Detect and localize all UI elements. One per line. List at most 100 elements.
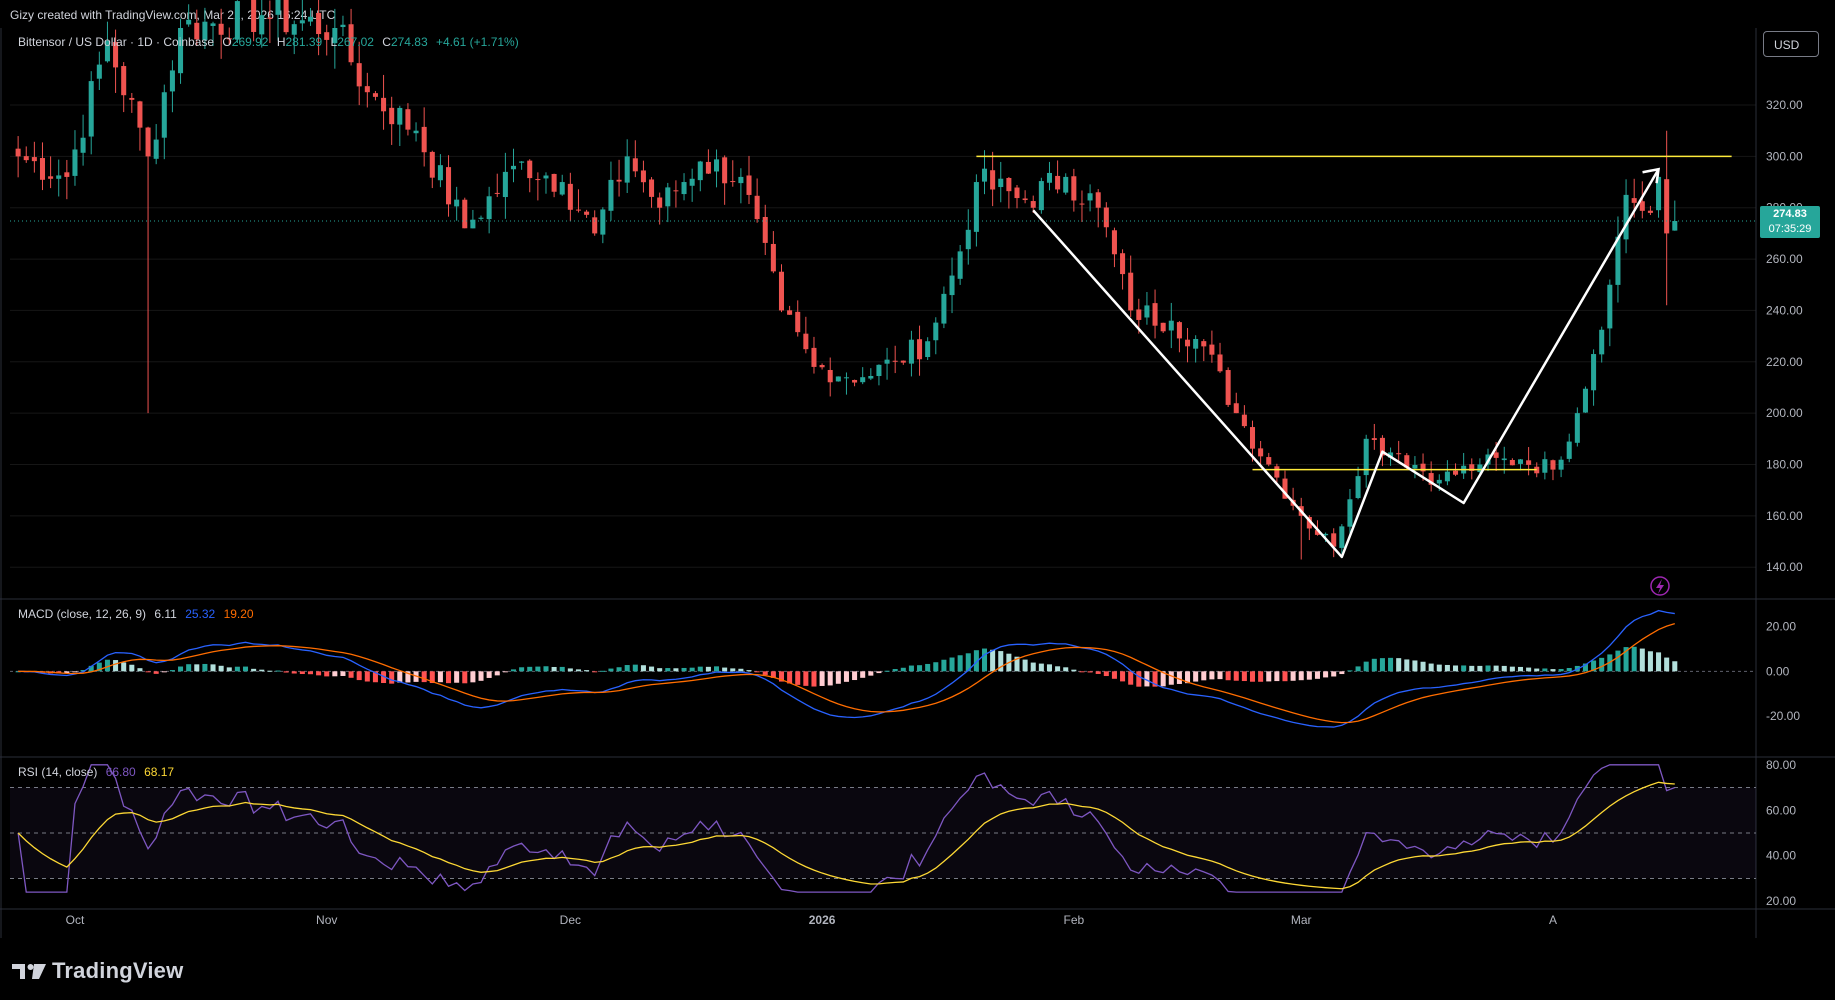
candle-body <box>137 101 143 128</box>
macd-histogram-bar <box>1176 671 1182 684</box>
macd-histogram-bar <box>1193 671 1199 682</box>
candle-body <box>1079 203 1085 205</box>
rsi-value: 66.80 <box>105 765 136 779</box>
macd-histogram-bar <box>803 671 809 686</box>
macd-histogram-bar <box>584 670 590 672</box>
macd-histogram-bar <box>381 671 387 684</box>
x-tick-label: Nov <box>316 913 337 927</box>
macd-histogram-bar <box>1379 658 1385 672</box>
macd-histogram-bar <box>811 671 817 687</box>
candle-body <box>697 161 703 181</box>
macd-histogram-bar <box>697 666 703 672</box>
candle-body <box>600 209 606 235</box>
macd-histogram-bar <box>486 671 492 678</box>
tradingview-logo-icon <box>12 964 46 979</box>
macd-histogram-bar <box>1591 660 1597 672</box>
macd-histogram-bar <box>543 666 549 672</box>
candle-body <box>251 0 257 32</box>
candle-body <box>567 183 573 210</box>
candle-body <box>1038 181 1044 211</box>
candle-body <box>332 28 338 44</box>
candle-body <box>389 107 395 125</box>
macd-histogram-bar <box>1136 671 1142 687</box>
candle-body <box>15 148 21 157</box>
macd-histogram-bar <box>860 671 866 678</box>
candle-body <box>665 187 671 207</box>
candle-body <box>218 23 224 35</box>
macd-histogram-bar <box>738 668 744 672</box>
candle-body <box>88 81 94 137</box>
macd-histogram-bar <box>1363 661 1369 672</box>
x-tick-label: Mar <box>1291 913 1312 927</box>
candle-body <box>145 127 151 157</box>
candle-body <box>470 219 476 229</box>
macd-histogram-bar <box>1185 671 1191 684</box>
candle-body <box>1176 322 1182 339</box>
candle-body <box>949 275 955 296</box>
macd-histogram-bar <box>153 671 159 674</box>
candle-body <box>738 176 744 184</box>
open-label: O <box>222 35 232 49</box>
price-tick-label: 200.00 <box>1766 406 1803 420</box>
low-number: 267.02 <box>337 35 374 49</box>
symbol-title: Bittensor / US Dollar · 1D · Coinbase <box>18 35 215 49</box>
lightning-icon <box>1650 576 1670 596</box>
macd-histogram-bar <box>1461 665 1467 672</box>
macd-histogram-bar <box>1331 671 1337 677</box>
candle-body <box>575 209 581 211</box>
macd-histogram-bar <box>1103 671 1109 677</box>
macd-histogram-bar <box>941 659 947 672</box>
candle-body <box>1501 458 1507 461</box>
macd-histogram-bar <box>210 664 216 672</box>
last-price-tag: 274.83 07:35:29 <box>1760 206 1820 238</box>
macd-histogram-bar <box>722 667 728 672</box>
candle-body <box>429 151 435 178</box>
macd-histogram-bar <box>332 671 338 677</box>
candle-body <box>454 199 460 207</box>
candle-body <box>1266 457 1272 465</box>
macd-histogram-bar <box>1152 671 1158 687</box>
macd-histogram-bar <box>1664 657 1670 672</box>
candle-body <box>1233 403 1239 414</box>
candle-body <box>884 359 890 364</box>
pattern-path <box>1032 168 1660 559</box>
macd-histogram-bar <box>113 660 119 672</box>
x-tick-label: A <box>1549 913 1557 927</box>
macd-histogram-bar <box>194 664 200 672</box>
macd-histogram-bar <box>1323 671 1329 678</box>
macd-histogram-bar <box>957 655 963 672</box>
candle-body <box>925 341 931 358</box>
candle-body <box>681 182 687 195</box>
candle-body <box>1274 466 1280 478</box>
macd-histogram-bar <box>1396 658 1402 672</box>
macd-histogram-bar <box>1493 665 1499 672</box>
candle-body <box>933 322 939 341</box>
candle-body <box>1136 309 1142 320</box>
candle-body <box>1493 452 1499 458</box>
macd-histogram-bar <box>1071 669 1077 672</box>
candle-body <box>1282 478 1288 499</box>
candle-body <box>852 379 858 383</box>
macd-histogram-bar <box>186 664 192 672</box>
macd-histogram-bar <box>1526 667 1532 672</box>
macd-hist-value: 6.11 <box>154 607 177 621</box>
macd-histogram-bar <box>1014 656 1020 672</box>
candle-body <box>1509 460 1515 466</box>
price-tick-label: 260.00 <box>1766 252 1803 266</box>
macd-pane <box>10 609 1756 728</box>
macd-histogram-bar <box>1111 671 1117 679</box>
tradingview-logo[interactable]: TradingView <box>12 958 183 984</box>
currency-button[interactable]: USD <box>1763 31 1819 57</box>
candle-body <box>1168 320 1174 331</box>
macd-histogram-bar <box>1517 666 1524 672</box>
candle-body <box>486 196 492 220</box>
macd-histogram-bar <box>787 671 793 684</box>
rsi-tick-label: 20.00 <box>1766 894 1796 908</box>
candle-body <box>1574 413 1580 443</box>
candle-body <box>860 377 866 383</box>
candle-body <box>413 130 419 134</box>
candle-body <box>1314 530 1320 535</box>
macd-histogram-bar <box>1306 671 1312 680</box>
candle-body <box>1120 253 1126 275</box>
